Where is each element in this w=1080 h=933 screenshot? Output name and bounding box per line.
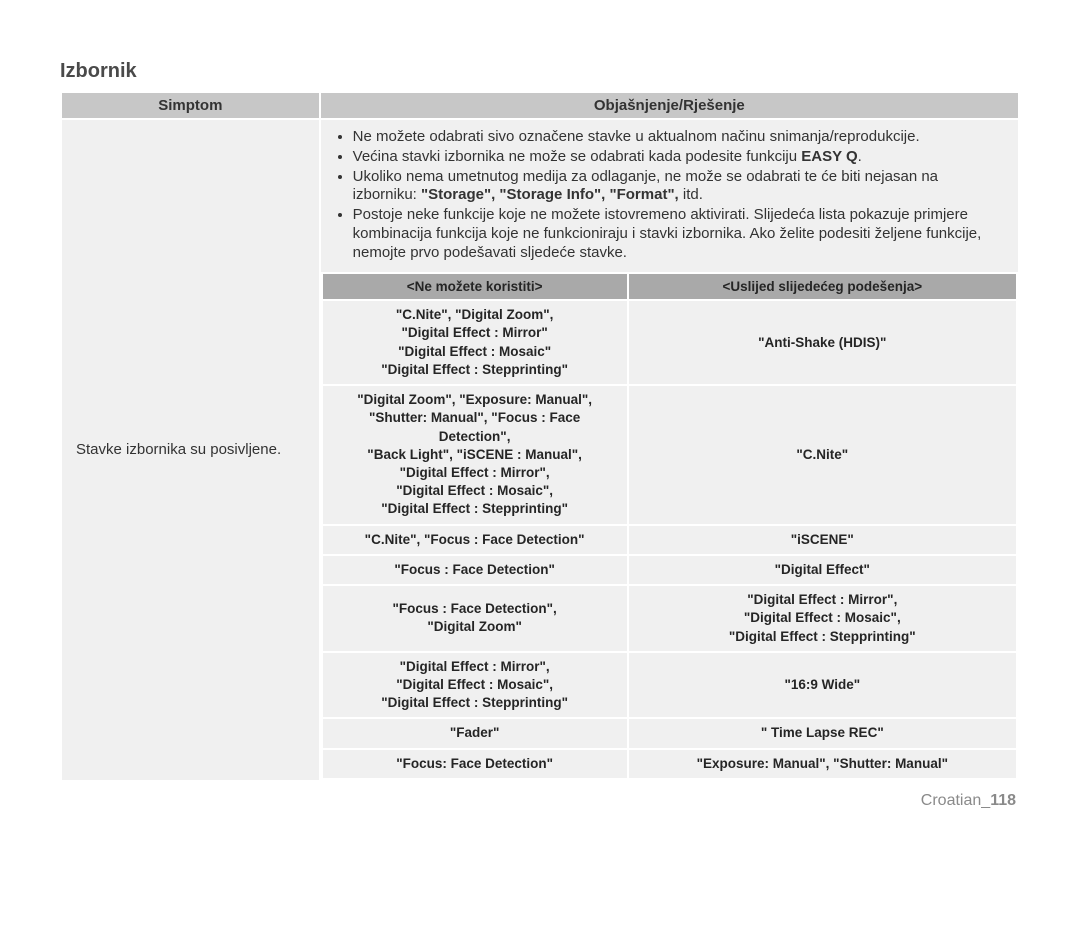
inner-header-cannot-use: <Ne možete koristiti> <box>322 273 628 300</box>
table-row: "Digital Zoom", "Exposure: Manual","Shut… <box>322 385 1017 525</box>
cell-left: "Focus : Face Detection","Digital Zoom" <box>322 585 628 652</box>
cell-left: "C.Nite", "Focus : Face Detection" <box>322 525 628 555</box>
footer-page-number: 118 <box>990 792 1016 809</box>
table-header-row: Simptom Objašnjenje/Rješenje <box>61 92 1019 119</box>
table-row: "C.Nite", "Focus : Face Detection""iSCEN… <box>322 525 1017 555</box>
cell-left: "Digital Zoom", "Exposure: Manual","Shut… <box>322 385 628 525</box>
column-header-explanation: Objašnjenje/Rješenje <box>320 92 1019 119</box>
list-text: Ne možete odabrati sivo označene stavke … <box>353 128 920 145</box>
table-row: "Focus : Face Detection""Digital Effect" <box>322 555 1017 585</box>
table-row: "C.Nite", "Digital Zoom","Digital Effect… <box>322 300 1017 385</box>
cell-right: "Digital Effect : Mirror","Digital Effec… <box>628 585 1017 652</box>
list-post: . <box>858 148 862 165</box>
cell-left: "Focus: Face Detection" <box>322 749 628 779</box>
cell-right: "iSCENE" <box>628 525 1017 555</box>
cell-right: "Digital Effect" <box>628 555 1017 585</box>
cell-right: " Time Lapse REC" <box>628 718 1017 748</box>
table-row: Stavke izbornika su posivljene. Ne možet… <box>61 119 1019 781</box>
bullet-list: Ne možete odabrati sivo označene stavke … <box>353 128 1000 262</box>
cell-left: "Focus : Face Detection" <box>322 555 628 585</box>
list-text: Većina stavki izbornika ne može se odabr… <box>353 148 802 165</box>
footer-language: Croatian <box>921 792 981 809</box>
document-page: Izbornik Simptom Objašnjenje/Rješenje St… <box>0 0 1080 840</box>
table-row: "Digital Effect : Mirror","Digital Effec… <box>322 652 1017 719</box>
cell-right: "16:9 Wide" <box>628 652 1017 719</box>
cell-right: "C.Nite" <box>628 385 1017 525</box>
cell-left: "C.Nite", "Digital Zoom","Digital Effect… <box>322 300 628 385</box>
page-footer: Croatian_118 <box>60 792 1020 810</box>
cell-right: "Anti-Shake (HDIS)" <box>628 300 1017 385</box>
list-bold: EASY Q <box>801 148 857 165</box>
cell-right: "Exposure: Manual", "Shutter: Manual" <box>628 749 1017 779</box>
list-item: Postoje neke funkcije koje ne možete ist… <box>353 206 1000 262</box>
list-item: Većina stavki izbornika ne može se odabr… <box>353 148 1000 167</box>
list-bold: "Storage", "Storage Info", "Format", <box>421 186 679 203</box>
explanation-cell: Ne možete odabrati sivo označene stavke … <box>320 119 1019 781</box>
table-row: "Focus: Face Detection""Exposure: Manual… <box>322 749 1017 779</box>
column-header-symptom: Simptom <box>61 92 320 119</box>
cell-left: "Digital Effect : Mirror","Digital Effec… <box>322 652 628 719</box>
list-text: Postoje neke funkcije koje ne možete ist… <box>353 206 982 261</box>
cell-left: "Fader" <box>322 718 628 748</box>
table-row: "Focus : Face Detection","Digital Zoom""… <box>322 585 1017 652</box>
troubleshoot-table: Simptom Objašnjenje/Rješenje Stavke izbo… <box>60 91 1020 782</box>
list-item: Ne možete odabrati sivo označene stavke … <box>353 128 1000 147</box>
list-item: Ukoliko nema umetnutog medija za odlagan… <box>353 168 1000 206</box>
list-post: itd. <box>679 186 703 203</box>
symptom-cell: Stavke izbornika su posivljene. <box>61 119 320 781</box>
inner-header-row: <Ne možete koristiti> <Uslijed slijedeće… <box>322 273 1017 300</box>
inner-table: <Ne možete koristiti> <Uslijed slijedeće… <box>321 272 1018 780</box>
table-row: "Fader"" Time Lapse REC" <box>322 718 1017 748</box>
section-title: Izbornik <box>60 60 1020 83</box>
inner-header-due-to: <Uslijed slijedećeg podešenja> <box>628 273 1017 300</box>
